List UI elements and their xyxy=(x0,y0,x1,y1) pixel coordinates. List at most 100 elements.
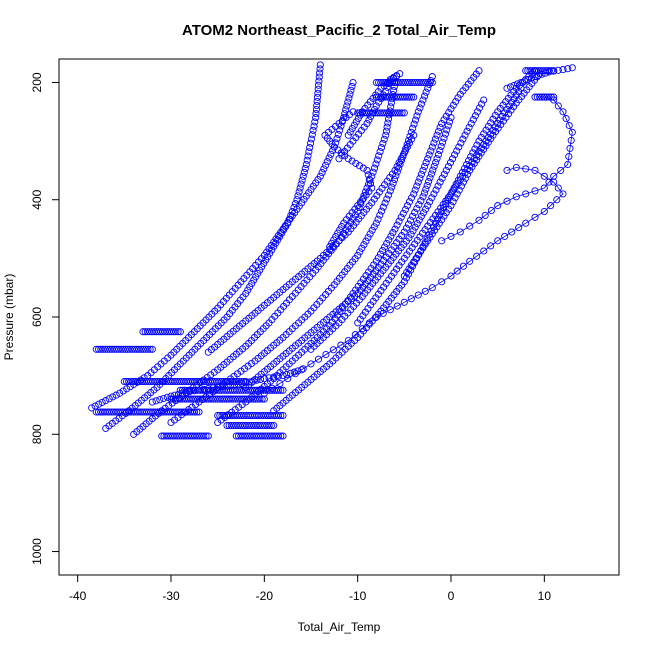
data-point xyxy=(171,395,179,403)
data-point xyxy=(385,276,393,284)
data-point xyxy=(386,78,394,87)
data-point xyxy=(424,222,432,230)
data-point xyxy=(562,115,570,123)
data-point xyxy=(176,328,184,336)
data-point xyxy=(390,242,398,250)
data-point xyxy=(406,78,414,87)
data-point xyxy=(383,78,392,87)
data-point xyxy=(352,159,360,167)
data-point xyxy=(446,159,455,167)
data-point xyxy=(397,155,405,163)
data-point xyxy=(348,82,356,90)
series-26 xyxy=(232,432,287,440)
data-point xyxy=(117,345,125,353)
data-point xyxy=(508,98,516,106)
data-point xyxy=(419,193,427,201)
data-point xyxy=(502,113,510,121)
data-point xyxy=(417,100,425,108)
data-point xyxy=(430,162,438,170)
data-point xyxy=(176,395,184,403)
data-point xyxy=(382,131,390,139)
data-point xyxy=(358,109,366,117)
data-point xyxy=(309,126,317,134)
data-point xyxy=(249,377,257,385)
data-point xyxy=(263,421,271,430)
data-point xyxy=(216,395,224,403)
data-point xyxy=(408,244,416,252)
data-point xyxy=(385,191,393,199)
data-point xyxy=(313,97,321,105)
data-point xyxy=(540,184,548,192)
data-point xyxy=(178,395,186,403)
data-point xyxy=(449,198,457,206)
data-point xyxy=(494,202,502,210)
data-point xyxy=(487,242,495,250)
data-point xyxy=(425,151,433,159)
data-point xyxy=(258,395,266,403)
data-point xyxy=(395,159,403,167)
data-point xyxy=(431,226,439,234)
data-point xyxy=(402,224,410,232)
x-tick-label: 0 xyxy=(448,589,455,603)
data-point xyxy=(379,309,387,317)
data-point xyxy=(310,122,318,130)
data-point xyxy=(503,84,511,92)
data-point xyxy=(531,93,539,101)
data-point xyxy=(440,170,448,178)
data-point xyxy=(415,201,423,209)
data-point xyxy=(559,108,567,116)
data-point xyxy=(299,172,307,180)
data-point xyxy=(533,93,541,101)
data-point xyxy=(426,218,434,227)
data-point xyxy=(88,404,96,412)
data-point xyxy=(416,174,424,182)
data-point xyxy=(119,345,127,353)
data-point xyxy=(259,432,267,440)
data-point xyxy=(453,190,461,198)
data-point xyxy=(413,182,421,190)
data-point xyxy=(405,93,413,101)
data-point xyxy=(390,269,398,277)
data-point xyxy=(407,261,415,269)
data-point xyxy=(376,148,384,156)
data-point xyxy=(482,142,490,150)
data-point xyxy=(536,93,544,101)
data-point xyxy=(422,78,430,87)
data-point xyxy=(522,219,530,227)
data-point xyxy=(325,154,333,162)
data-point xyxy=(383,195,391,203)
data-point xyxy=(314,89,322,97)
data-point xyxy=(254,421,262,430)
data-point xyxy=(235,377,243,386)
data-point xyxy=(252,273,260,281)
data-point xyxy=(315,77,323,85)
data-point xyxy=(332,233,340,241)
data-point xyxy=(359,275,367,283)
data-point xyxy=(401,78,410,87)
data-point xyxy=(133,345,141,353)
data-point xyxy=(380,109,388,117)
data-point xyxy=(195,408,203,416)
data-point xyxy=(316,61,324,69)
data-point xyxy=(372,294,380,302)
data-point xyxy=(336,226,344,234)
data-point xyxy=(397,213,405,221)
data-point xyxy=(513,80,522,88)
data-point xyxy=(256,421,264,430)
data-point xyxy=(545,93,553,101)
data-point xyxy=(302,160,310,169)
data-point xyxy=(451,151,459,159)
data-point xyxy=(403,202,411,210)
data-point xyxy=(171,432,179,440)
data-point xyxy=(404,270,413,278)
data-point xyxy=(383,177,391,185)
data-point xyxy=(557,166,565,174)
data-point xyxy=(174,328,182,336)
data-point xyxy=(352,118,360,126)
data-point xyxy=(407,230,415,238)
data-point xyxy=(466,166,474,174)
data-point xyxy=(260,375,268,383)
data-point xyxy=(391,225,399,233)
data-point xyxy=(267,421,275,430)
data-point xyxy=(140,374,148,382)
